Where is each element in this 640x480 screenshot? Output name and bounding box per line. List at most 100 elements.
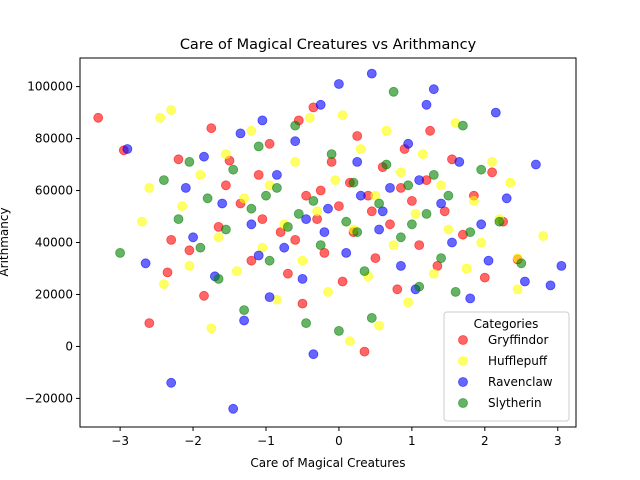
- data-point: [213, 232, 224, 243]
- data-point: [443, 190, 454, 201]
- x-axis-label: Care of Magical Creatures: [250, 456, 405, 470]
- data-point: [443, 224, 454, 235]
- x-tick-label: −2: [184, 434, 202, 448]
- data-point: [297, 273, 308, 284]
- data-point: [479, 272, 490, 283]
- legend-title: Categories: [474, 317, 539, 331]
- data-point: [388, 86, 399, 97]
- data-point: [366, 312, 377, 323]
- data-point: [344, 336, 355, 347]
- data-point: [246, 255, 257, 266]
- data-point: [487, 167, 498, 178]
- legend-label: Ravenclaw: [488, 375, 553, 389]
- data-point: [359, 346, 370, 357]
- data-point: [436, 253, 447, 264]
- data-point: [239, 305, 250, 316]
- data-point: [177, 201, 188, 212]
- data-point: [352, 131, 363, 141]
- data-point: [352, 227, 363, 238]
- plot-area: [79, 57, 577, 428]
- data-point: [374, 198, 385, 209]
- series-slytherin: [115, 86, 527, 336]
- data-point: [220, 180, 231, 191]
- data-point: [166, 105, 177, 115]
- data-point: [220, 224, 231, 235]
- data-point: [155, 112, 166, 123]
- data-point: [166, 377, 177, 388]
- data-point: [315, 240, 326, 251]
- data-point: [239, 193, 250, 204]
- data-point: [410, 208, 421, 219]
- data-point: [487, 156, 498, 167]
- data-point: [465, 227, 476, 238]
- data-point: [297, 255, 308, 266]
- data-point: [406, 195, 417, 206]
- data-point: [93, 112, 104, 123]
- data-point: [264, 138, 275, 149]
- legend-marker: [458, 335, 468, 345]
- data-point: [199, 151, 209, 162]
- data-point: [447, 237, 457, 248]
- data-point: [388, 240, 399, 251]
- data-point: [381, 159, 392, 170]
- data-point: [395, 167, 406, 178]
- data-point: [436, 198, 447, 209]
- data-point: [235, 128, 246, 139]
- data-point: [333, 325, 344, 336]
- data-point: [414, 281, 425, 292]
- data-point: [319, 227, 330, 238]
- data-point: [253, 169, 264, 180]
- data-point: [395, 232, 406, 243]
- data-point: [264, 255, 275, 266]
- data-point: [454, 156, 465, 167]
- data-point: [253, 141, 264, 152]
- data-point: [301, 318, 312, 329]
- data-point: [520, 276, 530, 287]
- data-point: [428, 84, 439, 95]
- data-point: [290, 136, 301, 147]
- data-point: [301, 190, 312, 201]
- data-point: [195, 169, 206, 180]
- series-gryffindor: [93, 102, 523, 357]
- x-tick-label: 1: [408, 434, 416, 448]
- data-point: [421, 99, 432, 110]
- data-point: [166, 234, 177, 245]
- x-tick-label: −1: [257, 434, 275, 448]
- data-point: [315, 185, 326, 196]
- data-point: [308, 195, 319, 206]
- data-point: [261, 190, 271, 201]
- data-point: [374, 224, 385, 235]
- x-tick-label: 2: [481, 434, 489, 448]
- x-tick-label: 0: [335, 434, 343, 448]
- data-point: [381, 125, 392, 136]
- data-point: [366, 68, 377, 79]
- data-point: [206, 323, 217, 334]
- data-point: [282, 221, 293, 232]
- data-point: [184, 260, 195, 271]
- data-point: [246, 203, 257, 214]
- data-point: [290, 156, 301, 167]
- data-point: [341, 247, 352, 258]
- data-point: [490, 107, 501, 118]
- data-point: [228, 403, 239, 414]
- data-point: [414, 240, 425, 251]
- data-point: [301, 214, 312, 225]
- data-point: [144, 182, 155, 193]
- data-point: [319, 247, 330, 258]
- data-point: [184, 245, 195, 256]
- data-point: [337, 110, 348, 121]
- data-point: [385, 182, 395, 193]
- data-point: [538, 231, 549, 241]
- data-point: [355, 144, 366, 154]
- data-point: [184, 156, 195, 167]
- x-tick-label: 3: [554, 434, 562, 448]
- data-point: [348, 177, 359, 188]
- data-point: [476, 164, 487, 175]
- data-point: [253, 250, 264, 261]
- data-point: [293, 208, 304, 219]
- data-point: [483, 255, 494, 266]
- data-point: [180, 182, 191, 193]
- data-point: [337, 276, 348, 287]
- data-point: [290, 120, 301, 131]
- data-point: [206, 123, 217, 134]
